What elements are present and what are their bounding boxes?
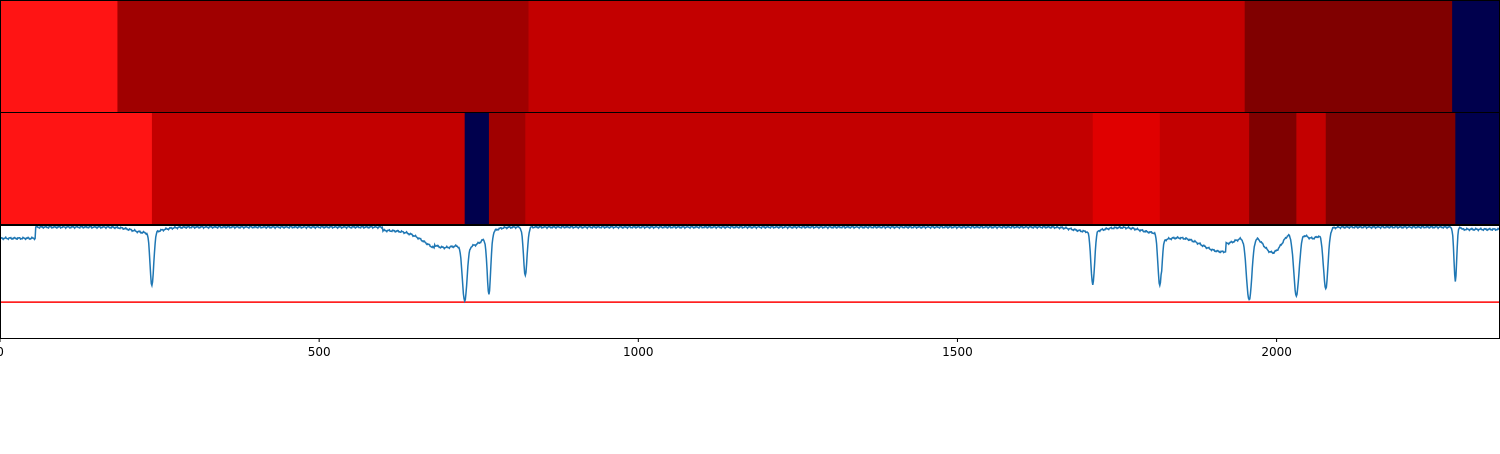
x-tick-label: 0 <box>0 345 4 359</box>
x-tick-label: 1000 <box>623 345 654 359</box>
segment-rows-layer <box>0 0 1500 225</box>
segment-bar <box>1092 113 1161 225</box>
segment-row-1 <box>0 0 1500 113</box>
segment-bar <box>1325 113 1456 225</box>
segment-bar <box>528 1 1246 113</box>
segment-bar <box>1296 113 1327 225</box>
x-axis: 0 500 1000 1500 2000 <box>0 338 1292 359</box>
segment-bar <box>1249 113 1297 225</box>
line-panel-layer <box>0 224 1500 339</box>
series-line <box>0 224 1500 304</box>
x-tick-label: 1500 <box>942 345 973 359</box>
segment-bar <box>0 113 153 225</box>
segment-bar <box>1244 1 1453 113</box>
segment-bar <box>1455 113 1500 225</box>
line-panel-frame <box>0 225 1500 339</box>
segment-bar <box>525 113 1094 225</box>
x-tick-label: 500 <box>308 345 331 359</box>
segment-bar <box>151 113 466 225</box>
segment-bar <box>0 1 119 113</box>
segment-row-2 <box>0 112 1500 225</box>
segment-bar <box>464 113 490 225</box>
segment-bar <box>117 1 530 113</box>
x-tick-label: 2000 <box>1261 345 1292 359</box>
segment-bar <box>1159 113 1250 225</box>
segment-bar <box>1452 1 1500 113</box>
segment-bar <box>488 113 526 225</box>
